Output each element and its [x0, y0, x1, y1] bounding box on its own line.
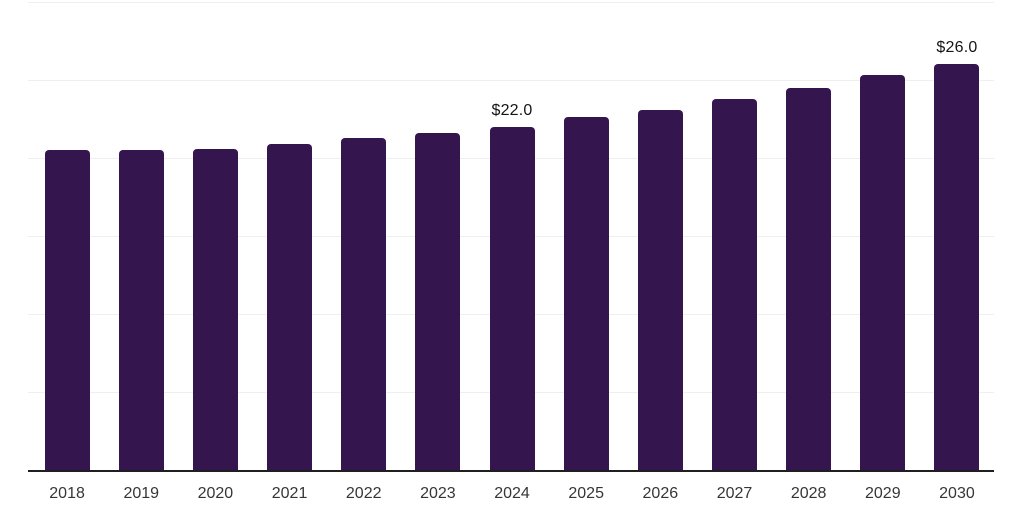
bar-slot	[104, 150, 178, 470]
x-tick-label-2021: 2021	[271, 485, 308, 502]
x-tick-label-2027: 2027	[716, 485, 753, 502]
gridline	[28, 2, 994, 3]
plot-area: $22.0 $26.0	[28, 2, 994, 472]
bar-2027[interactable]	[711, 98, 757, 470]
bar-2019[interactable]	[118, 150, 164, 470]
bar-2022[interactable]	[341, 137, 387, 470]
bar-2026[interactable]	[637, 109, 683, 470]
bar-slot	[401, 133, 475, 470]
gridline	[28, 80, 994, 81]
bar-2029[interactable]	[860, 75, 906, 470]
x-tick-label-2023: 2023	[420, 485, 456, 502]
bar-2030[interactable]	[934, 64, 980, 470]
bar-2021[interactable]	[267, 143, 313, 470]
bar-slot: $26.0	[920, 39, 994, 470]
bar-slot	[327, 137, 401, 470]
bar-value-label: $26.0	[936, 39, 978, 57]
x-tick-label-2029: 2029	[865, 485, 901, 502]
x-tick-label-2018: 2018	[49, 485, 85, 502]
bar-2024[interactable]	[489, 126, 535, 470]
bar-slot	[846, 75, 920, 470]
bar-2023[interactable]	[415, 133, 461, 470]
bar-slot	[178, 148, 252, 470]
x-tick-label-2028: 2028	[790, 485, 827, 502]
x-tick-label-2024: 2024	[494, 485, 530, 502]
bars-container: $22.0 $26.0	[30, 2, 994, 470]
bar-slot	[252, 143, 326, 470]
x-tick-label-2025: 2025	[568, 485, 604, 502]
bar-2028[interactable]	[786, 87, 832, 470]
bar-slot	[697, 98, 771, 470]
bar-slot	[772, 87, 846, 470]
x-axis-labels: 2018 2019 2020 2021 2022 2023 2024 2025 2026 2027…	[30, 472, 994, 503]
bar-slot	[623, 109, 697, 470]
bar-2018[interactable]	[44, 150, 90, 470]
x-axis-line	[28, 470, 994, 472]
bar-slot: $22.0	[475, 102, 549, 470]
bar-slot	[30, 150, 104, 470]
x-tick-label-2026: 2026	[642, 485, 679, 502]
x-tick-label-2030: 2030	[939, 485, 975, 502]
x-tick-label-2020: 2020	[197, 485, 234, 502]
bar-2020[interactable]	[192, 148, 238, 470]
bar-2025[interactable]	[563, 117, 609, 470]
bar-slot	[549, 117, 623, 470]
x-tick-label-2022: 2022	[345, 485, 382, 502]
x-tick-label-2019: 2019	[123, 485, 160, 502]
bar-value-label: $22.0	[491, 101, 533, 119]
